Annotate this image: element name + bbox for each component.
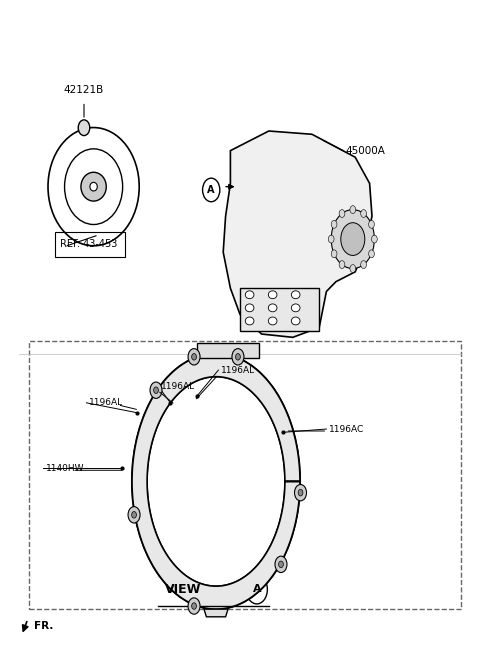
- Circle shape: [331, 210, 374, 269]
- Ellipse shape: [245, 291, 254, 299]
- Ellipse shape: [291, 317, 300, 325]
- Ellipse shape: [268, 317, 277, 325]
- Circle shape: [350, 206, 356, 214]
- Ellipse shape: [275, 556, 287, 572]
- Ellipse shape: [150, 382, 162, 398]
- Ellipse shape: [90, 182, 97, 191]
- Ellipse shape: [132, 512, 136, 518]
- Circle shape: [372, 235, 377, 243]
- Circle shape: [328, 235, 334, 243]
- Circle shape: [339, 210, 345, 217]
- Ellipse shape: [278, 561, 283, 568]
- Text: 45000A: 45000A: [346, 145, 385, 156]
- Polygon shape: [132, 354, 300, 609]
- Circle shape: [341, 223, 365, 255]
- Ellipse shape: [188, 348, 200, 365]
- Circle shape: [369, 220, 374, 229]
- Text: VIEW: VIEW: [165, 583, 202, 596]
- Text: A: A: [207, 185, 215, 195]
- Ellipse shape: [295, 485, 307, 501]
- Text: 1196AL: 1196AL: [221, 365, 255, 375]
- Text: FR.: FR.: [34, 620, 53, 631]
- Ellipse shape: [188, 598, 200, 614]
- Polygon shape: [240, 288, 319, 331]
- Ellipse shape: [245, 317, 254, 325]
- Circle shape: [361, 261, 367, 269]
- Text: REF. 43-453: REF. 43-453: [60, 239, 118, 250]
- Circle shape: [339, 261, 345, 269]
- Ellipse shape: [291, 304, 300, 312]
- Text: 1196AC: 1196AC: [329, 424, 364, 434]
- Polygon shape: [197, 343, 259, 358]
- Ellipse shape: [245, 304, 254, 312]
- Ellipse shape: [291, 291, 300, 299]
- Polygon shape: [204, 609, 228, 617]
- Ellipse shape: [154, 387, 158, 394]
- Ellipse shape: [298, 489, 303, 496]
- Text: 1140HW: 1140HW: [46, 464, 84, 473]
- Text: 1196AL: 1196AL: [89, 398, 123, 407]
- Ellipse shape: [268, 291, 277, 299]
- Ellipse shape: [232, 348, 244, 365]
- Circle shape: [331, 220, 337, 229]
- Ellipse shape: [236, 354, 240, 360]
- Circle shape: [331, 250, 337, 257]
- Ellipse shape: [192, 354, 196, 360]
- Circle shape: [350, 265, 356, 272]
- Circle shape: [361, 210, 367, 217]
- Circle shape: [78, 120, 90, 136]
- Ellipse shape: [192, 603, 196, 609]
- Ellipse shape: [128, 506, 140, 523]
- Polygon shape: [223, 131, 372, 337]
- Text: 42121B: 42121B: [64, 85, 104, 95]
- Circle shape: [203, 178, 220, 202]
- Circle shape: [369, 250, 374, 257]
- Text: A: A: [252, 584, 261, 595]
- Ellipse shape: [268, 304, 277, 312]
- Ellipse shape: [81, 172, 106, 201]
- Text: 1196AL: 1196AL: [161, 382, 195, 391]
